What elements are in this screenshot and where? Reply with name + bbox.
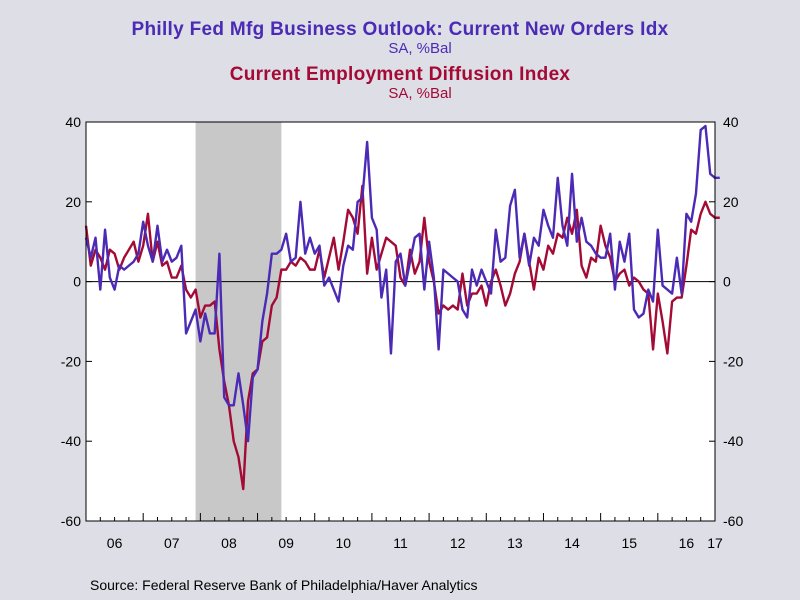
y-tick-label-left: -60	[61, 513, 81, 529]
y-tick-label-right: 20	[723, 194, 739, 210]
chart-subtitle-line2: SA, %Bal	[388, 85, 452, 102]
axis-layer: -60 -60 -40 -40 -20 -20 0 0 20 20 40 40 06 07 08 09 10 11…	[61, 114, 744, 551]
chart-title-line2: Current Employment Diffusion Index	[229, 64, 571, 85]
chart-title-line1: Philly Fed Mfg Business Outlook: Current…	[131, 19, 669, 40]
y-tick-label-right: 0	[723, 274, 731, 290]
y-tick-label-left: 20	[65, 194, 81, 210]
x-tick-label: 11	[393, 535, 408, 551]
x-tick-label: 06	[107, 535, 123, 551]
x-tick-label: 15	[621, 535, 637, 551]
x-tick-label: 13	[507, 535, 523, 551]
x-tick-label: 17	[707, 535, 723, 551]
x-tick-label: 14	[564, 535, 580, 551]
series-line-new-orders	[84, 124, 720, 443]
y-tick-label-right: -20	[723, 353, 743, 369]
x-tick-label: 16	[679, 535, 695, 551]
x-tick-label: 10	[336, 535, 352, 551]
y-tick-label-right: 40	[723, 114, 739, 130]
chart-subtitle-line1: SA, %Bal	[388, 40, 452, 57]
y-tick-label-left: 0	[73, 274, 81, 290]
x-tick-label: 12	[450, 535, 466, 551]
y-tick-label-left: -20	[61, 353, 81, 369]
y-tick-label-left: -40	[61, 433, 81, 449]
y-tick-label-left: 40	[65, 114, 81, 130]
source-note: Source: Federal Reserve Bank of Philadel…	[90, 577, 478, 593]
x-tick-label: 09	[278, 535, 294, 551]
y-tick-label-right: -40	[723, 433, 743, 449]
x-tick-label: 08	[221, 535, 237, 551]
x-tick-label: 07	[164, 535, 180, 551]
series-layer	[84, 124, 720, 491]
plot-area	[86, 122, 715, 521]
y-tick-label-right: -60	[723, 513, 743, 529]
